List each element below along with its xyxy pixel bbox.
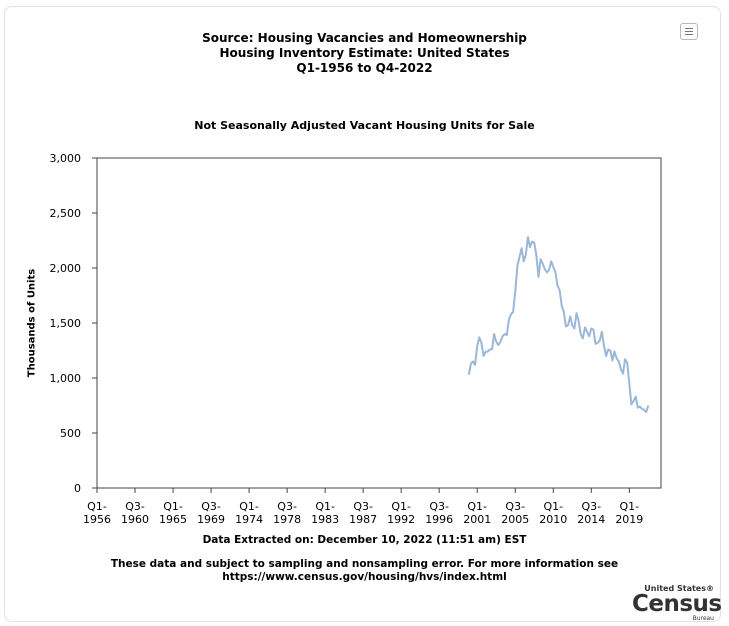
chart-source-title: Source: Housing Vacancies and Homeowners… [202,31,527,45]
y-tick-label: 1,000 [50,372,82,385]
x-axis-ticks: Q1-1956 Q3-1960 Q1-1965 Q3-1969 Q1-1974 Q3-19… [83,488,643,526]
disclaimer-text: These data and subject to sampling and n… [110,558,619,570]
y-axis-ticks: 0 500 1,000 1,500 2,000 2,500 3,000 [50,152,97,495]
x-tick-label: Q1-1992 [387,500,415,526]
logo-line-bureau: Bureau [692,615,714,622]
series-layer [467,236,650,414]
chart-dataset-title: Housing Inventory Estimate: United State… [219,46,510,60]
x-tick-label: Q1-1983 [311,500,339,526]
chart-container [4,6,721,622]
data-extracted-note: Data Extracted on: December 10, 2022 (11… [202,534,527,546]
x-tick-label: Q1-2010 [539,500,567,526]
x-tick-label: Q3-2014 [577,500,605,526]
logo-line-census: Census [632,591,722,617]
y-tick-label: 500 [60,427,81,440]
x-tick-label: Q3-1960 [121,500,149,526]
chart-subtitle: Not Seasonally Adjusted Vacant Housing U… [194,119,535,132]
y-tick-label: 1,500 [50,317,82,330]
series-line[interactable] [467,236,650,414]
chart-menu-button[interactable] [680,23,698,40]
x-tick-label: Q3-1996 [425,500,453,526]
x-tick-label: Q3-1987 [349,500,377,526]
y-tick-label: 3,000 [50,152,82,165]
y-tick-label: 2,000 [50,262,82,275]
y-tick-label: 2,500 [50,207,82,220]
y-tick-label: 0 [74,482,81,495]
logo-line-united-states: United States® [644,584,714,593]
menu-icon-bar [685,28,693,29]
x-tick-label: Q3-1969 [197,500,225,526]
menu-icon-bar [685,31,693,32]
x-tick-label: Q1-2001 [463,500,491,526]
x-tick-label: Q3-1978 [273,500,301,526]
x-tick-label: Q3-2005 [501,500,529,526]
plot-area [96,157,662,489]
disclaimer: These data and subject to sampling and n… [0,558,729,584]
chart-period-title: Q1-1956 to Q4-2022 [296,61,433,75]
x-tick-label: Q1-2019 [615,500,643,526]
x-tick-label: Q1-1974 [235,500,263,526]
x-tick-label: Q1-1956 [83,500,111,526]
menu-icon-bar [685,34,693,35]
disclaimer-link[interactable]: https://www.census.gov/housing/hvs/index… [222,571,507,583]
x-tick-label: Q1-1965 [159,500,187,526]
census-logo: United States® Census Bureau [632,584,722,622]
